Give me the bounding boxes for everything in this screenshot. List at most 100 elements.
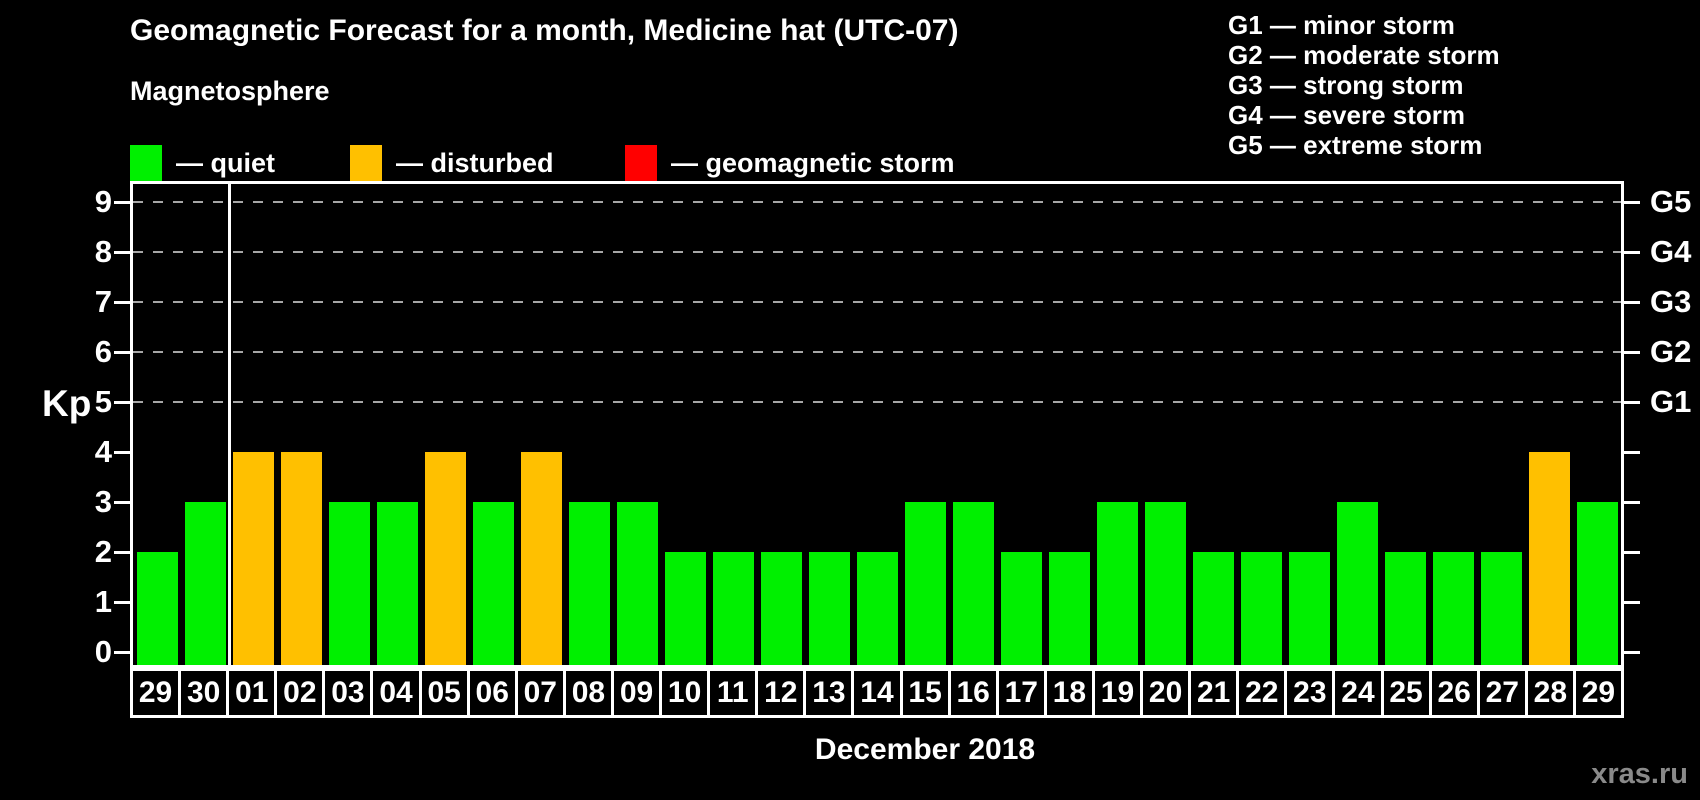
x-axis-date-row: 29 30 01 02 03 04 05 06 07 08 09 10 11 12 13 14 15 16 17 18…	[130, 668, 1624, 718]
disturbed-color-swatch	[350, 145, 382, 181]
date-label-11: 11	[710, 671, 756, 715]
y-tick-label-0: 0	[94, 634, 112, 669]
y-tick-label-9: 9	[94, 184, 112, 219]
bar-day-17	[1000, 552, 1042, 665]
date-label-21: 21	[1191, 671, 1237, 715]
g-scale-legend: G1 — minor storm G2 — moderate storm G3 …	[1228, 10, 1500, 160]
legend-label-quiet: — quiet	[176, 147, 275, 178]
gridline-kp6	[133, 351, 1621, 353]
g5-legend-line: G5 — extreme storm	[1228, 130, 1483, 160]
watermark: xras.ru	[1591, 758, 1688, 790]
bar-day-21	[1192, 552, 1234, 665]
bar-day-27	[1480, 552, 1522, 665]
y-tick-left-9	[114, 200, 130, 204]
y-tick-left-7	[114, 300, 130, 304]
bar-day-02	[280, 452, 322, 665]
legend-item-disturbed: — disturbed	[350, 144, 554, 182]
y-tick-right-6	[1624, 350, 1640, 354]
y-axis-label: Kp	[42, 383, 92, 424]
date-label-27: 27	[1479, 671, 1525, 715]
storm-color-swatch	[625, 145, 657, 181]
y-tick-label-2: 2	[94, 534, 112, 569]
bar-day-26	[1432, 552, 1474, 665]
date-label-14: 14	[854, 671, 900, 715]
page-title: Geomagnetic Forecast for a month, Medici…	[130, 14, 959, 47]
date-label-02: 02	[277, 671, 323, 715]
x-axis-label: December 2018	[814, 733, 1036, 766]
y-tick-right-5	[1624, 400, 1640, 404]
date-label-15: 15	[902, 671, 948, 715]
bar-day-09	[616, 502, 658, 665]
y-tick-label-7: 7	[94, 284, 112, 319]
g-scale-label-G4: G4	[1650, 234, 1692, 269]
bar-day-16	[952, 502, 994, 665]
date-label-04: 04	[373, 671, 419, 715]
bar-day-22	[1240, 552, 1282, 665]
bar-day-04	[376, 502, 418, 665]
g3-legend-line: G3 — strong storm	[1228, 70, 1464, 100]
date-label-12: 12	[758, 671, 804, 715]
bar-day-15	[904, 502, 946, 665]
y-tick-label-6: 6	[94, 334, 112, 369]
y-tick-left-8	[114, 250, 130, 254]
bar-day-10	[664, 552, 706, 665]
g2-legend-line: G2 — moderate storm	[1228, 40, 1500, 70]
legend-item-storm: — geomagnetic storm	[625, 144, 955, 182]
y-tick-left-6	[114, 350, 130, 354]
quiet-color-swatch	[130, 145, 162, 181]
bar-day-24	[1336, 502, 1378, 665]
date-label-29: 29	[1575, 671, 1621, 715]
bar-day-12	[760, 552, 802, 665]
y-tick-left-1	[114, 600, 130, 604]
y-tick-label-4: 4	[94, 434, 112, 469]
bar-day-23	[1288, 552, 1330, 665]
bar-day-29	[1576, 502, 1618, 665]
bar-day-08	[568, 502, 610, 665]
y-tick-label-1: 1	[94, 584, 112, 619]
date-label-22: 22	[1239, 671, 1285, 715]
g-scale-label-G3: G3	[1650, 284, 1692, 319]
y-tick-right-9	[1624, 200, 1640, 204]
bar-day-01	[232, 452, 274, 665]
y-tick-left-4	[114, 450, 130, 454]
date-label-10: 10	[662, 671, 708, 715]
bar-day-20	[1144, 502, 1186, 665]
y-tick-right-2	[1624, 550, 1640, 554]
bar-day-19	[1096, 502, 1138, 665]
y-tick-label-8: 8	[94, 234, 112, 269]
date-label-18: 18	[1046, 671, 1092, 715]
date-label-08: 08	[565, 671, 611, 715]
y-tick-right-7	[1624, 300, 1640, 304]
date-label-29: 29	[133, 671, 179, 715]
bar-day-29	[136, 552, 178, 665]
date-label-01: 01	[229, 671, 275, 715]
date-label-25: 25	[1383, 671, 1429, 715]
y-tick-right-1	[1624, 600, 1640, 604]
gridline-kp9	[133, 201, 1621, 203]
month-separator-line	[227, 184, 231, 665]
bar-day-03	[328, 502, 370, 665]
date-label-24: 24	[1335, 671, 1381, 715]
y-tick-left-2	[114, 550, 130, 554]
y-tick-right-0	[1624, 650, 1640, 654]
legend-item-quiet: — quiet	[130, 144, 275, 182]
y-tick-right-4	[1624, 450, 1640, 454]
bar-day-13	[808, 552, 850, 665]
bar-day-30	[184, 502, 226, 665]
date-label-20: 20	[1143, 671, 1189, 715]
date-label-13: 13	[806, 671, 852, 715]
date-label-07: 07	[517, 671, 563, 715]
g-scale-label-G5: G5	[1650, 184, 1692, 219]
magnetosphere-subtitle: Magnetosphere	[130, 76, 330, 106]
y-tick-right-8	[1624, 250, 1640, 254]
date-label-17: 17	[998, 671, 1044, 715]
y-tick-label-3: 3	[94, 484, 112, 519]
g-scale-label-G1: G1	[1650, 384, 1692, 419]
legend-label-disturbed: — disturbed	[396, 147, 554, 178]
date-label-16: 16	[950, 671, 996, 715]
bar-day-06	[472, 502, 514, 665]
y-tick-left-0	[114, 650, 130, 654]
gridline-kp7	[133, 301, 1621, 303]
date-label-26: 26	[1431, 671, 1477, 715]
